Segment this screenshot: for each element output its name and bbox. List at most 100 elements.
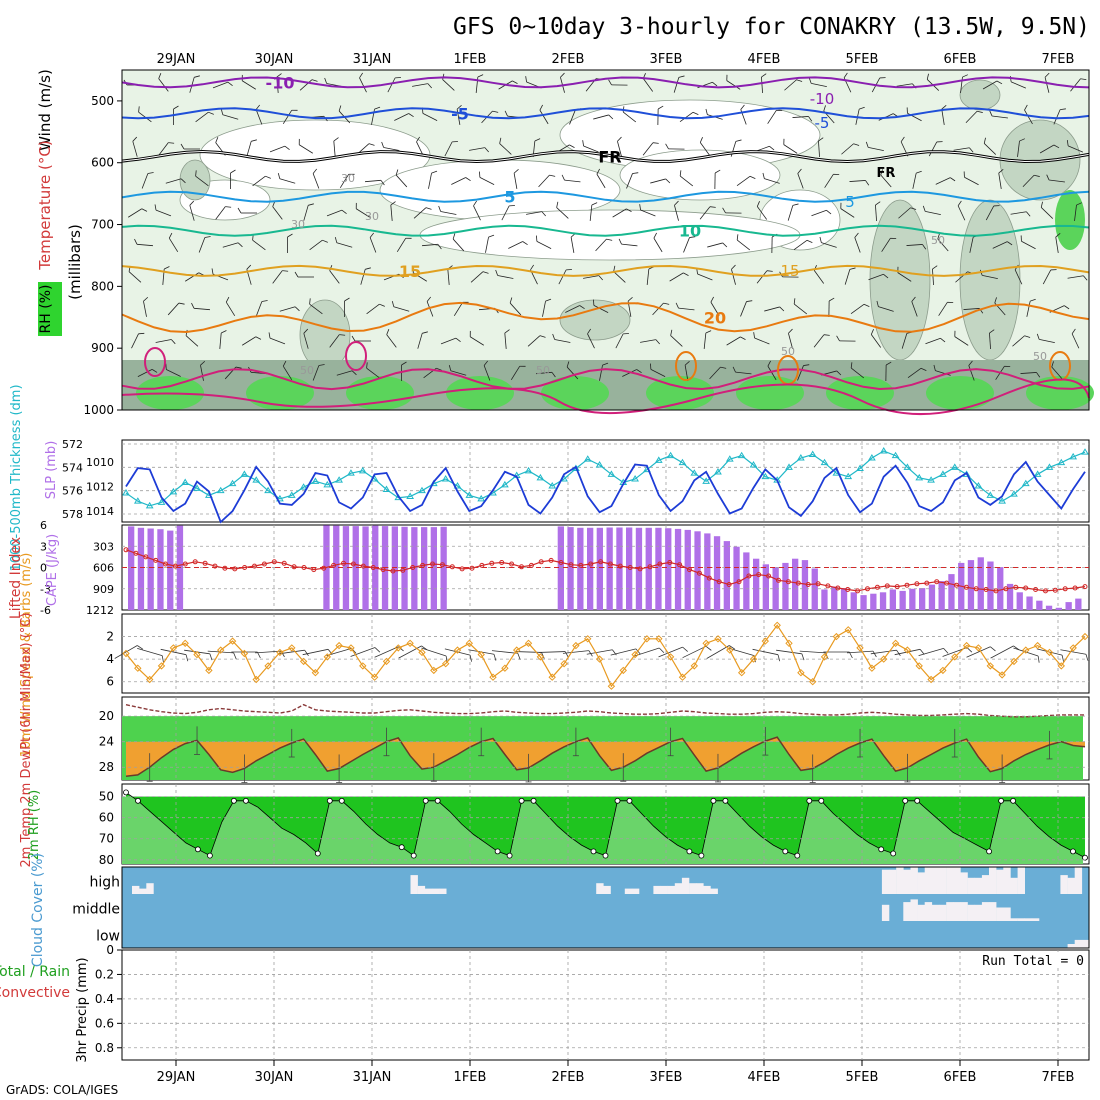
wind-barb [160, 648, 189, 662]
cape-bar [430, 527, 437, 610]
wind-barb [911, 296, 918, 317]
rh-marker [135, 797, 141, 804]
wind-speed-marker [370, 673, 379, 681]
wind-barb-flag [143, 296, 149, 302]
wind-speed-marker [1010, 657, 1018, 666]
cape-bar [157, 529, 164, 610]
wind-speed-marker [288, 644, 296, 652]
wind-barb-staff [870, 649, 897, 655]
wind-barb-staff [617, 141, 622, 157]
wind-barb-flag [235, 366, 242, 369]
wind-barb-flag [309, 298, 311, 305]
wind-barb-flag [171, 339, 176, 345]
lifted-index-marker [449, 564, 455, 570]
wind-barb-staff [982, 80, 998, 90]
wind-barb [173, 105, 179, 125]
wind-barb-flag [452, 233, 456, 240]
panel-frame [121, 69, 1090, 411]
wind-barb [1017, 138, 1025, 157]
wind-barb-staff [336, 242, 353, 248]
saturated-region [646, 376, 714, 410]
wind-barb-flag [298, 138, 300, 145]
wind-barb-staff [386, 334, 397, 348]
wind-barb-staff [303, 333, 309, 349]
wind-barb-staff [849, 180, 866, 182]
wind-barb-staff [595, 238, 607, 252]
wind-barb [128, 208, 148, 218]
wind-barb-staff [444, 141, 453, 157]
cape-bar [606, 527, 613, 610]
wind-barb-flag [1076, 202, 1082, 206]
wind-barb-flag [731, 264, 736, 270]
rh-contour-label: 30 [341, 172, 355, 185]
wind-barb [706, 645, 736, 659]
isotherm-loop [345, 341, 367, 371]
wind-barb [131, 332, 145, 349]
wind-barb-flag [504, 329, 510, 334]
wind-barb [965, 110, 983, 124]
wind-barb-flag [828, 297, 835, 302]
wind-barb [684, 360, 690, 381]
wind-barb [957, 200, 966, 221]
cloud-fraction-bar [889, 869, 897, 894]
wind-barb [726, 74, 741, 90]
thickness-marker [820, 458, 829, 466]
wind-barb [840, 202, 855, 218]
wind-barb-staff [356, 208, 370, 218]
wind-barb-flag [650, 363, 652, 370]
wind-barb-flag [294, 271, 299, 278]
wind-barb-staff [1060, 649, 1087, 655]
rh-marker [722, 797, 729, 804]
wind-barb-staff [278, 649, 305, 655]
wind-barb [1074, 202, 1082, 221]
cloud-fraction-bar [674, 883, 683, 894]
cloud-fraction-bar [1017, 867, 1025, 894]
cape-bar [1036, 600, 1043, 610]
wind-barb [968, 360, 975, 381]
wind-barb-staff [640, 339, 656, 343]
wind-speed-marker [216, 646, 225, 654]
wind-barb [566, 361, 579, 380]
wind-barb [699, 206, 716, 220]
cloud-row-label: middle [72, 901, 120, 917]
thickness-marker [1069, 452, 1078, 460]
cloud-fraction-bar [924, 902, 933, 921]
wind-barb-flag [983, 137, 986, 144]
wind-barb [438, 205, 457, 215]
cape-lifted-index-panel: -6 -3 0 3 6 303 606 909 1212 Lifted Index CAPE (J/… [8, 519, 1090, 619]
wind-barb [1036, 333, 1055, 344]
wind-barb-flag [141, 208, 148, 212]
wind-barb-staff [897, 272, 912, 282]
wind-barb-flag [788, 328, 793, 334]
thickness-marker [654, 456, 663, 463]
lifted-index-marker [934, 579, 940, 585]
wind-barb-flag [922, 244, 927, 250]
wind-barb [650, 363, 666, 377]
wind-barb-flag [1030, 298, 1036, 302]
wind-barb-flag [560, 72, 565, 78]
wind-barb [215, 206, 232, 220]
wind-barb [985, 205, 1000, 221]
thickness-marker [122, 489, 130, 496]
wind-speed-marker [1045, 648, 1054, 657]
wind-barb-flag [776, 109, 783, 111]
top-date-label: 31JAN [353, 52, 392, 67]
wind-barb [158, 142, 175, 156]
wind-barb-flag [324, 77, 328, 84]
wind-barb [767, 360, 777, 381]
wind-barb [937, 233, 949, 252]
lifted-index-marker [420, 562, 426, 568]
rh-marker [123, 789, 129, 796]
wind-barb-flag [947, 301, 954, 303]
cloud-fraction-bar [946, 902, 954, 921]
wind-barb-flag [438, 205, 442, 212]
wind-barb-staff [282, 110, 293, 124]
lifted-index-marker [1082, 584, 1088, 590]
wind-barb [683, 236, 696, 253]
wind-barb [355, 202, 370, 218]
wind-barb-flag [427, 83, 433, 89]
isotherm-label: -10 [810, 90, 835, 108]
wind-barb-staff [444, 648, 471, 656]
lifted-index-marker [410, 565, 416, 570]
